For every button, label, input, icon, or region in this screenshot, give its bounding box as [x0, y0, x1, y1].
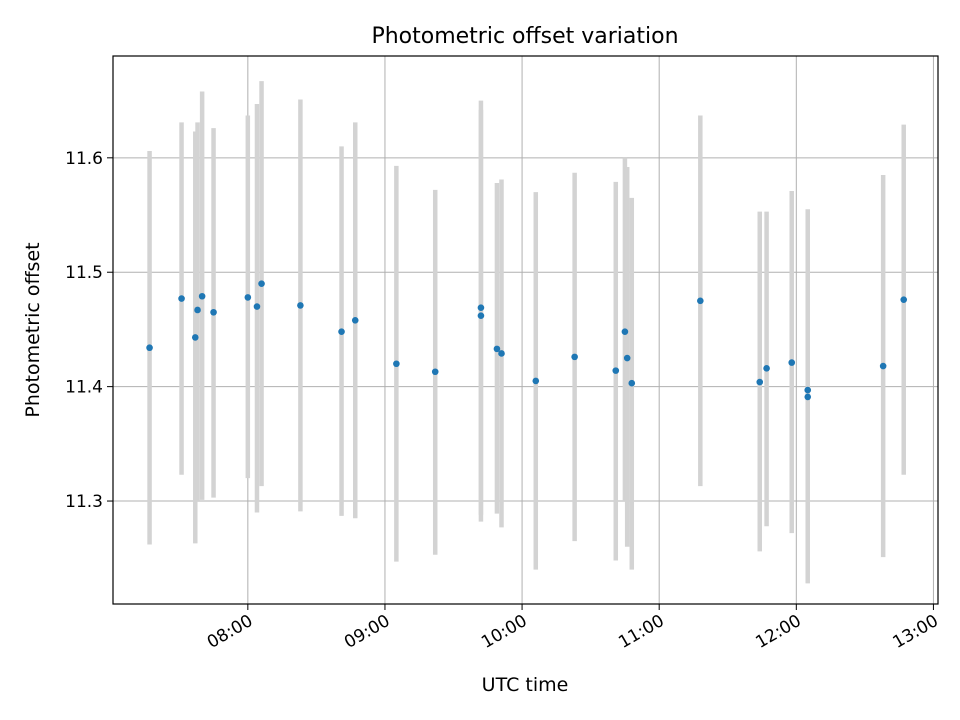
data-point — [900, 296, 908, 303]
data-point — [198, 292, 206, 300]
data-point — [788, 359, 796, 366]
data-point — [146, 344, 153, 352]
data-point — [191, 334, 199, 341]
data-point — [804, 393, 812, 401]
data-point — [210, 308, 217, 316]
data-point — [763, 365, 770, 372]
data-point — [532, 377, 540, 385]
y-tick-label: 11.5 — [65, 263, 103, 283]
data-point — [258, 280, 265, 287]
grid-lines — [113, 56, 938, 604]
data-point — [244, 294, 252, 301]
data-point — [804, 386, 812, 394]
data-point — [571, 353, 578, 361]
data-point — [477, 312, 485, 319]
data-point — [756, 378, 764, 386]
data-point — [178, 295, 185, 302]
plot-frame — [112, 55, 939, 605]
data-point — [194, 306, 201, 314]
data-point — [621, 328, 629, 336]
y-tick-label: 11.4 — [65, 378, 103, 398]
data-point — [297, 302, 304, 309]
data-point — [498, 350, 505, 357]
data-point — [253, 303, 261, 310]
y-axis: 11.3 11.4 11.5 11.6 — [65, 149, 113, 512]
y-tick-label: 11.6 — [65, 149, 103, 169]
data-point — [393, 360, 400, 368]
data-points — [146, 280, 908, 401]
data-point — [338, 328, 345, 336]
y-tick-label: 11.3 — [65, 492, 103, 512]
data-point — [623, 354, 631, 362]
y-axis-label: Photometric offset — [22, 242, 44, 417]
data-point — [431, 368, 439, 376]
data-point — [493, 345, 501, 353]
data-point — [477, 304, 485, 311]
chart-title: Photometric offset variation — [371, 24, 678, 49]
data-point — [612, 367, 620, 374]
data-point — [697, 297, 704, 305]
data-point — [628, 379, 636, 387]
data-point — [351, 316, 359, 324]
x-axis-label: UTC time — [482, 674, 569, 696]
data-point — [879, 362, 887, 370]
